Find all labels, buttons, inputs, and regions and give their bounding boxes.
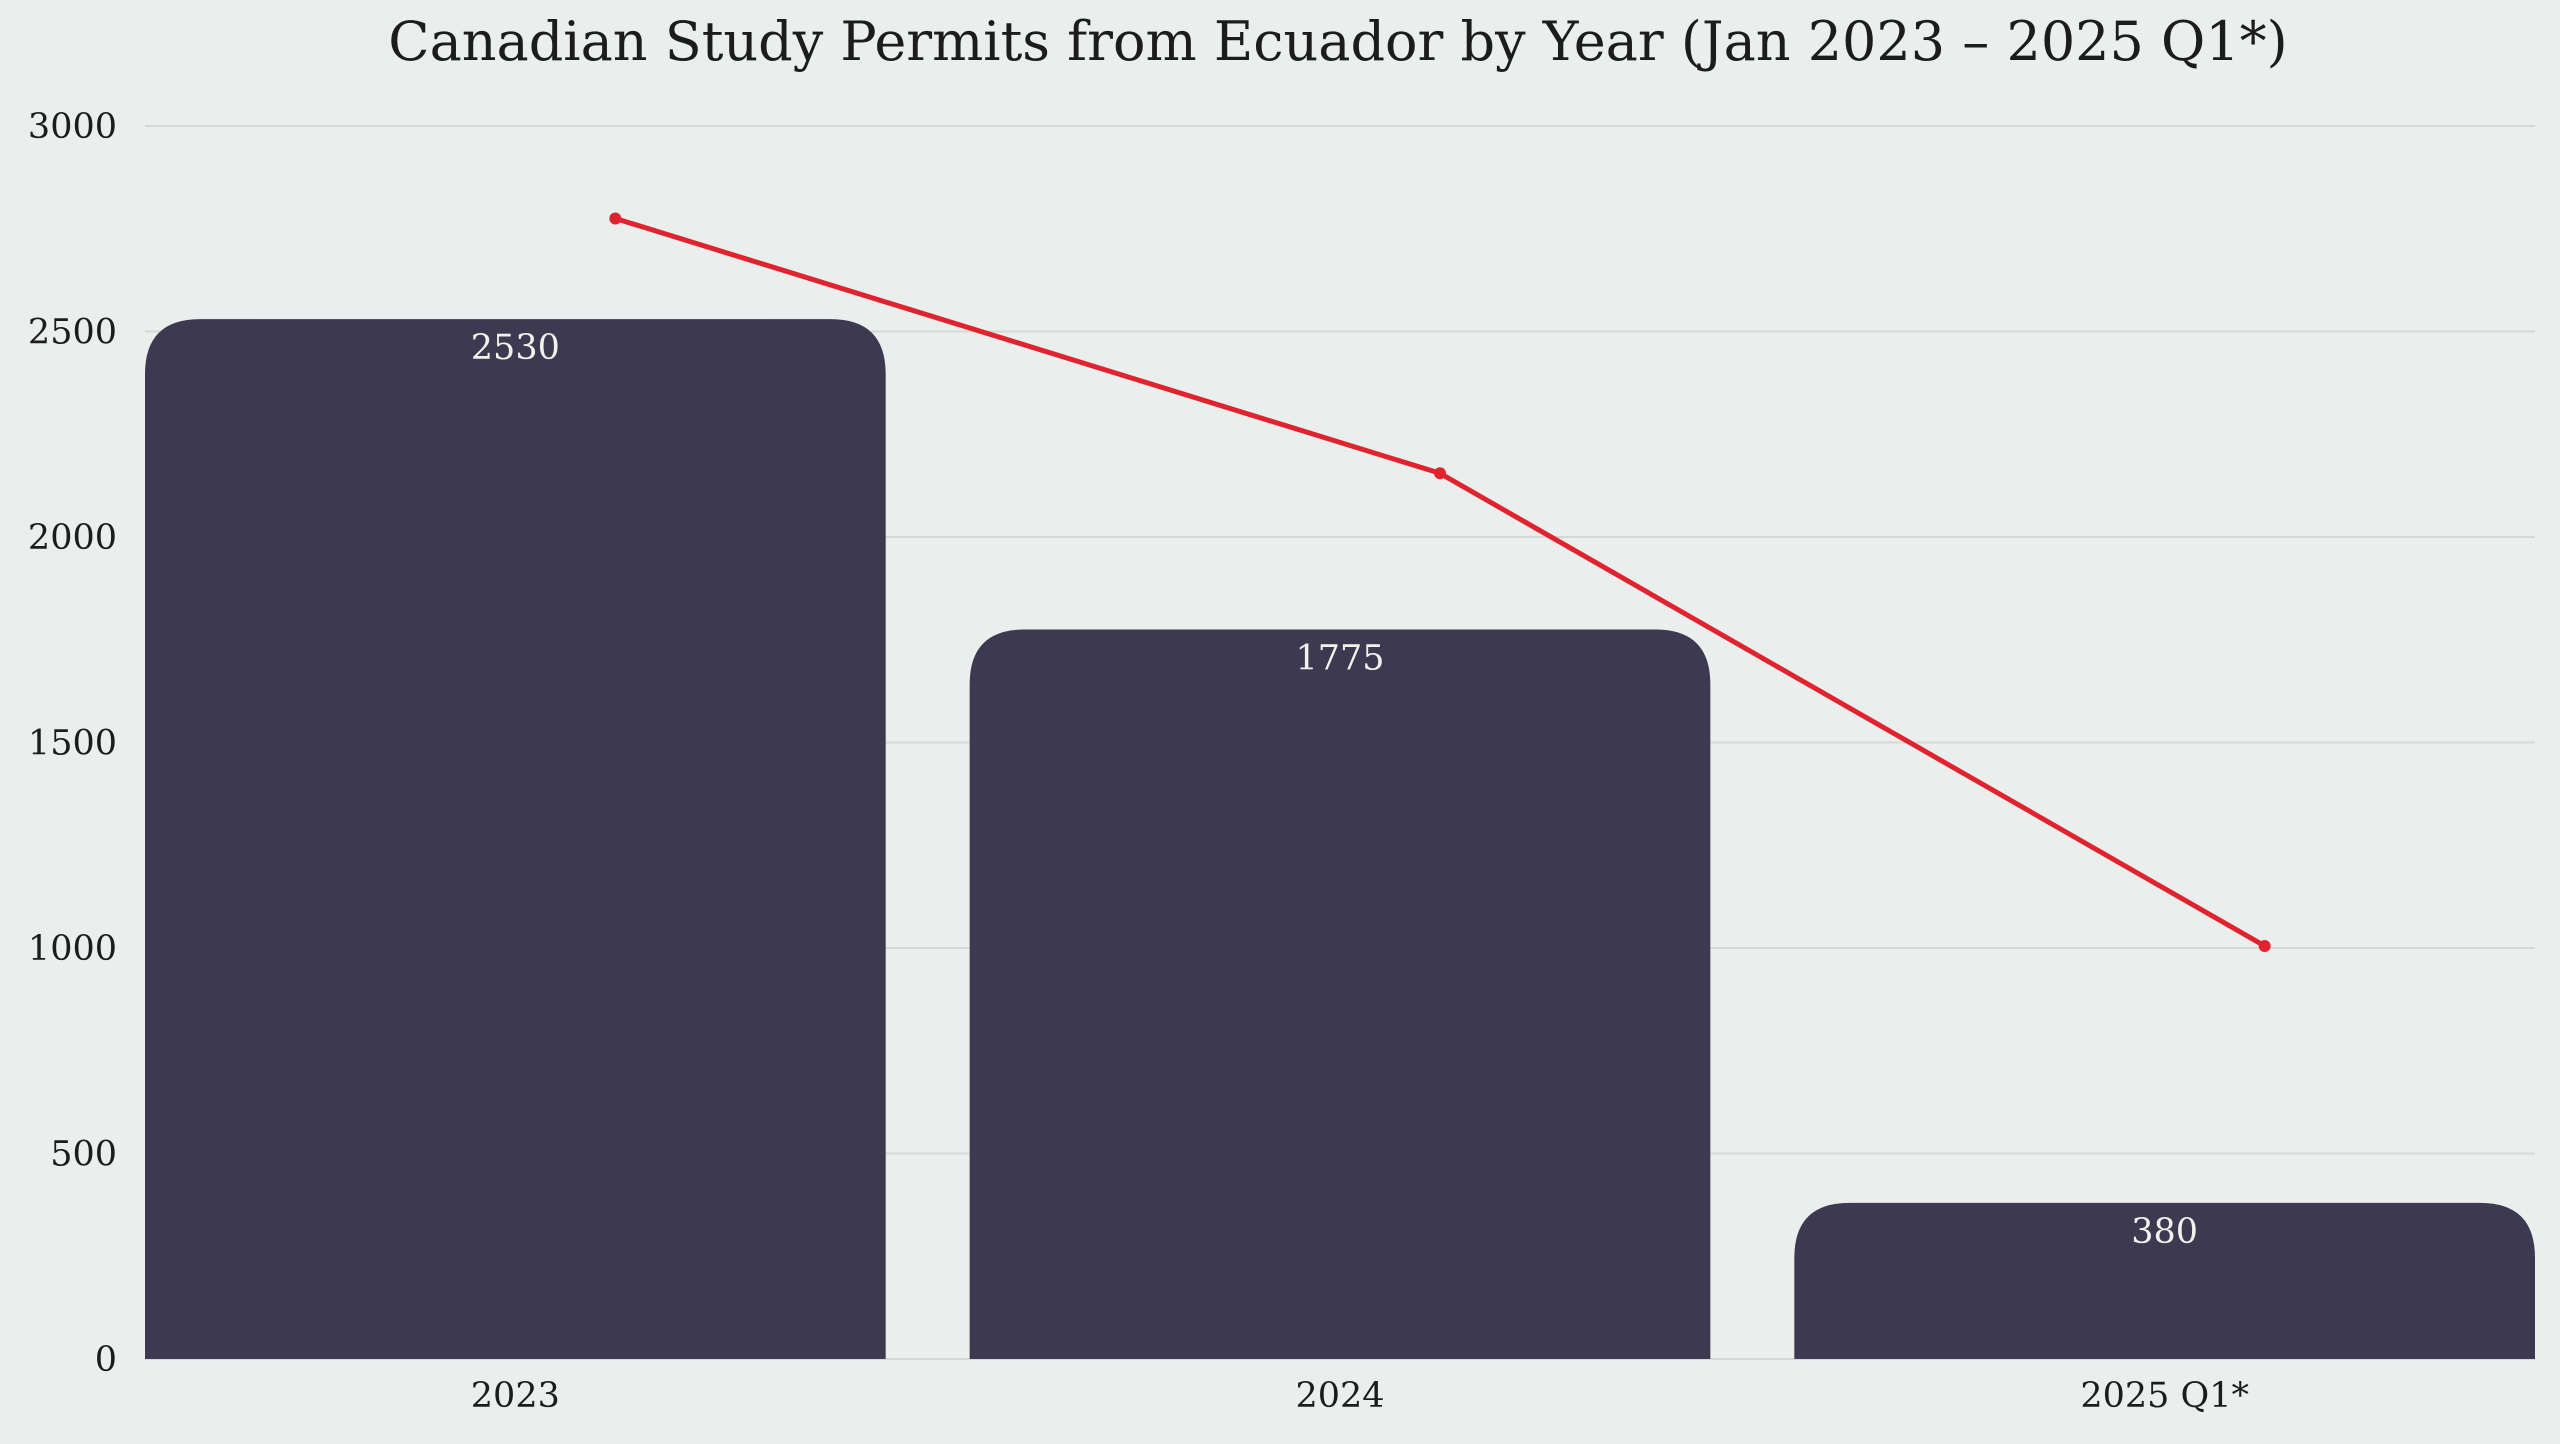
y-tick-label: 0 bbox=[95, 1340, 117, 1380]
y-tick-label: 500 bbox=[50, 1135, 117, 1175]
bar-value-label: 2530 bbox=[471, 328, 560, 368]
x-tick-label: 2024 bbox=[1295, 1376, 1384, 1416]
trend-line-point bbox=[1434, 467, 1446, 480]
y-tick-label: 3000 bbox=[28, 107, 117, 147]
y-tick-label: 2000 bbox=[28, 518, 117, 558]
y-tick-label: 1500 bbox=[28, 724, 117, 764]
data-labels: 2530 1775 380 bbox=[471, 328, 2198, 1252]
x-axis-ticks: 2023 2024 2025 Q1* bbox=[471, 1376, 2249, 1416]
x-tick-label: 2023 bbox=[471, 1376, 560, 1416]
chart-title: Canadian Study Permits from Ecuador by Y… bbox=[388, 10, 2288, 73]
y-tick-label: 1000 bbox=[28, 929, 117, 969]
trend-line-point bbox=[2258, 939, 2271, 952]
bar bbox=[1794, 1202, 2535, 1359]
y-axis-ticks: 0 500 1000 1500 2000 2500 3000 bbox=[28, 107, 117, 1380]
trend-line bbox=[609, 212, 2271, 952]
x-tick-label: 2025 Q1* bbox=[2080, 1376, 2249, 1416]
trend-line-point bbox=[609, 212, 622, 225]
bar bbox=[145, 319, 886, 1359]
bar bbox=[969, 629, 1711, 1359]
bars bbox=[145, 319, 2535, 1359]
bar-value-label: 1775 bbox=[1295, 638, 1384, 678]
y-tick-label: 2500 bbox=[28, 313, 117, 353]
bar-value-label: 380 bbox=[2131, 1212, 2198, 1252]
